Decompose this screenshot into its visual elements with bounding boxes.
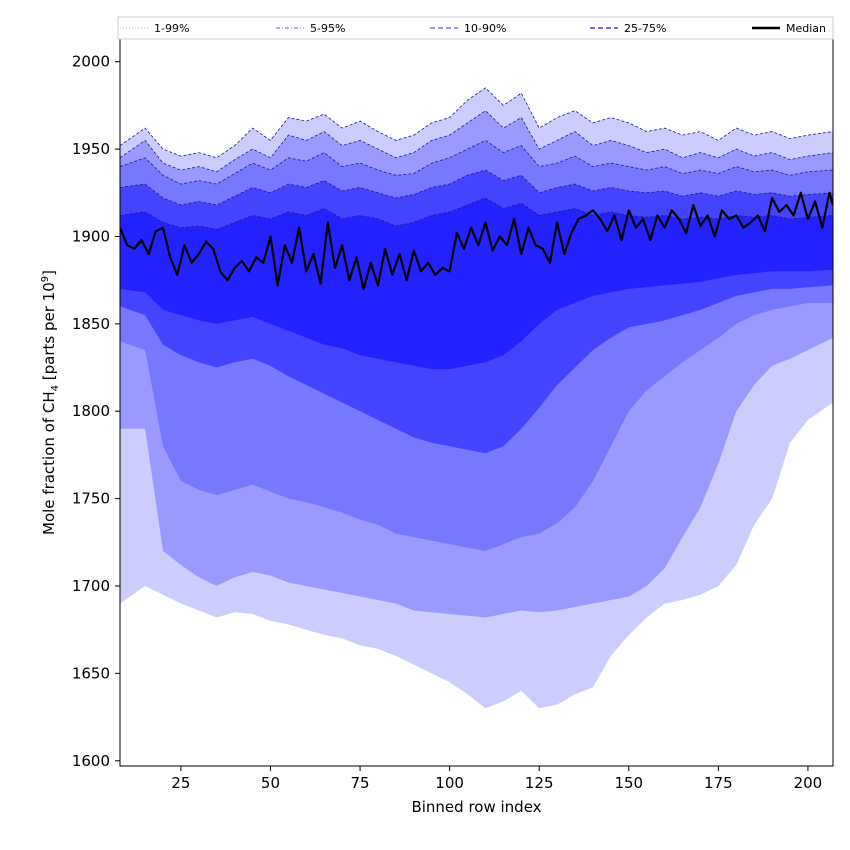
- legend-label: 10-90%: [464, 22, 506, 35]
- legend-label: 25-75%: [624, 22, 666, 35]
- x-tick-label: 75: [351, 774, 370, 792]
- y-tick-label: 1850: [72, 315, 110, 333]
- y-axis-label-unit: [parts per 10: [40, 282, 58, 385]
- bands-group: [120, 87, 833, 709]
- x-tick-label: 125: [525, 774, 554, 792]
- legend: 1-99% 5-95% 10-90% 25-75% Median: [117, 16, 834, 40]
- y-axis-label-end: ]: [40, 270, 58, 276]
- band-interquartile-core: [120, 198, 833, 370]
- y-axis-label: Mole fraction of CH4 [parts per 109]: [40, 270, 61, 535]
- legend-label: 1-99%: [154, 22, 189, 35]
- y-axis-label-sup: 9: [40, 276, 51, 282]
- band-edge-25-75%: [120, 169, 833, 206]
- y-tick-label: 1600: [72, 752, 110, 770]
- x-tick-label: 100: [435, 774, 464, 792]
- y-tick-label: 1950: [72, 140, 110, 158]
- x-tick-label: 50: [261, 774, 280, 792]
- x-tick-label: 175: [704, 774, 733, 792]
- x-ticks: 25 50 75 100 125 150 175 200: [171, 766, 822, 792]
- x-tick-label: 25: [171, 774, 190, 792]
- x-tick-label: 150: [614, 774, 643, 792]
- y-tick-label: 2000: [72, 53, 110, 71]
- legend-box: [117, 16, 834, 40]
- legend-label: Median: [786, 22, 826, 35]
- y-ticks: 1600 1650 1700 1750 1800 1850 1900 1950 2000: [72, 53, 120, 770]
- y-tick-label: 1750: [72, 490, 110, 508]
- y-tick-label: 1650: [72, 664, 110, 682]
- x-tick-label: 200: [794, 774, 823, 792]
- band-edge-10-90%: [120, 139, 833, 185]
- y-axis-label-main: Mole fraction of CH: [40, 391, 58, 535]
- y-tick-label: 1800: [72, 402, 110, 420]
- x-axis-label: Binned row index: [411, 798, 541, 816]
- y-tick-label: 1900: [72, 227, 110, 245]
- band-edge-5-95%: [120, 110, 833, 173]
- median-line: [120, 191, 833, 290]
- legend-label: 5-95%: [310, 22, 345, 35]
- y-tick-label: 1700: [72, 577, 110, 595]
- band-edge-1-99%: [120, 87, 833, 159]
- median-layer: [120, 191, 833, 290]
- band-edge-interquartile-core: [120, 197, 833, 230]
- y-axis-label-sub: 4: [50, 385, 61, 391]
